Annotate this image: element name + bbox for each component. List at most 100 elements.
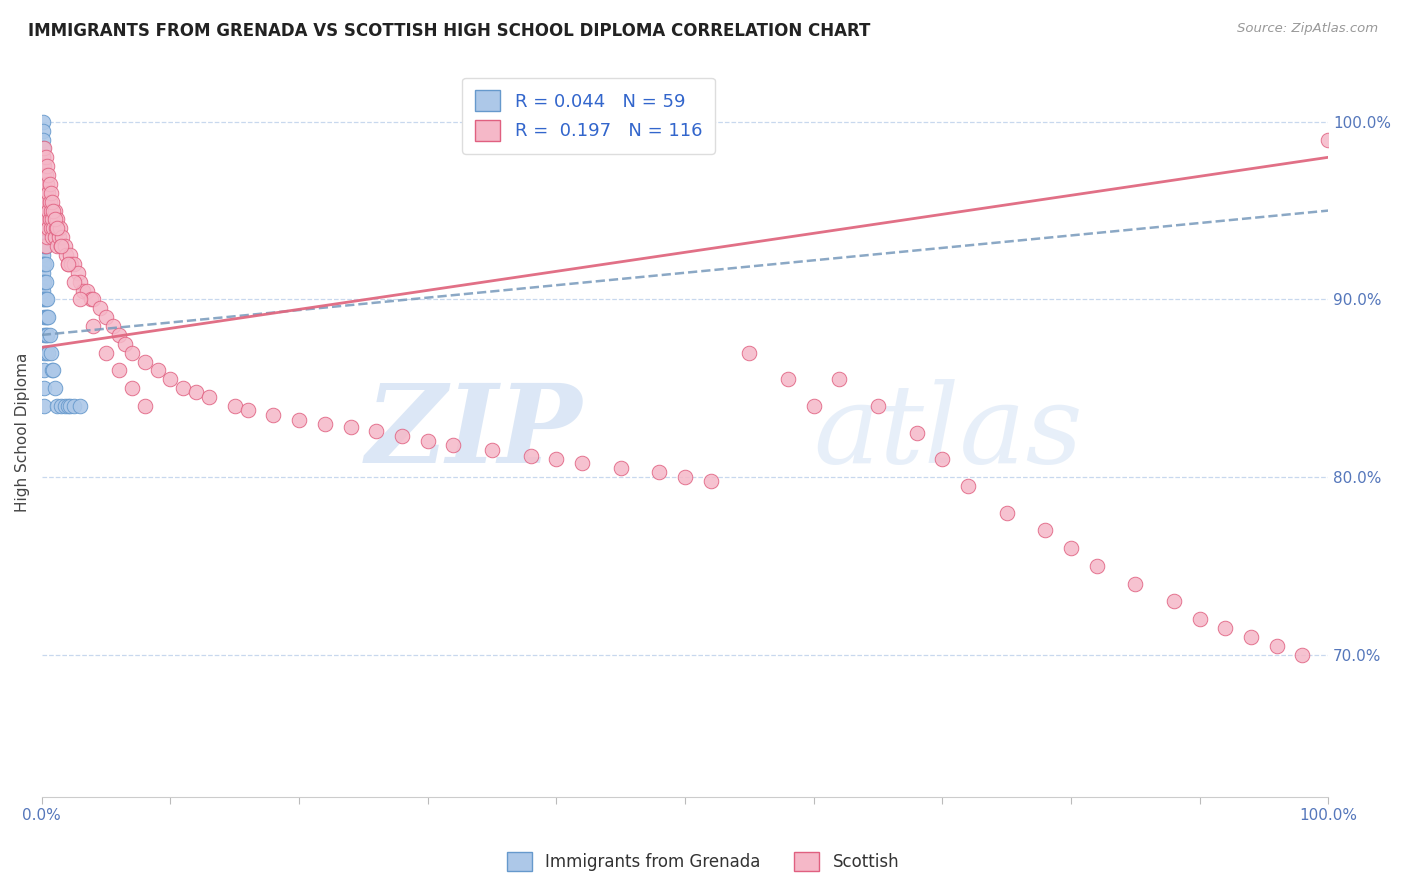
Point <box>738 345 761 359</box>
Point <box>1060 541 1083 555</box>
Point <box>49 239 72 253</box>
Point <box>55 248 77 262</box>
Point <box>53 399 76 413</box>
Point <box>56 257 79 271</box>
Point <box>34 177 56 191</box>
Point <box>41 212 63 227</box>
Text: atlas: atlas <box>814 379 1083 486</box>
Point <box>186 384 208 399</box>
Point <box>146 363 169 377</box>
Point <box>34 345 56 359</box>
Point <box>34 221 56 235</box>
Point <box>34 212 56 227</box>
Point <box>108 363 131 377</box>
Point <box>76 284 98 298</box>
Point <box>63 399 86 413</box>
Point <box>34 327 56 342</box>
Point <box>314 417 336 431</box>
Point <box>828 372 851 386</box>
Point <box>37 186 59 200</box>
Point <box>46 399 69 413</box>
Point <box>32 186 55 200</box>
Point <box>34 194 56 209</box>
Point <box>1213 621 1236 635</box>
Point <box>34 293 56 307</box>
Point <box>776 372 799 386</box>
Point <box>39 345 62 359</box>
Point <box>37 168 59 182</box>
Point <box>34 168 56 182</box>
Point <box>38 177 60 191</box>
Point <box>1085 558 1108 573</box>
Point <box>1188 612 1211 626</box>
Legend: Immigrants from Grenada, Scottish: Immigrants from Grenada, Scottish <box>499 843 907 880</box>
Point <box>108 327 131 342</box>
Point <box>44 381 66 395</box>
Point <box>42 203 65 218</box>
Point <box>39 186 62 200</box>
Point <box>63 257 86 271</box>
Point <box>46 221 69 235</box>
Point <box>34 399 56 413</box>
Point <box>34 275 56 289</box>
Point <box>44 230 66 244</box>
Point <box>519 449 541 463</box>
Point <box>34 221 56 235</box>
Point <box>441 438 464 452</box>
Point <box>159 372 181 386</box>
Point <box>59 248 82 262</box>
Point <box>32 159 55 173</box>
Point <box>35 212 58 227</box>
Point <box>37 310 59 325</box>
Point <box>339 420 361 434</box>
Point <box>32 124 55 138</box>
Point <box>32 230 55 244</box>
Point <box>32 212 55 227</box>
Text: ZIP: ZIP <box>366 379 582 486</box>
Point <box>35 327 58 342</box>
Point <box>49 221 72 235</box>
Point <box>34 141 56 155</box>
Point <box>34 257 56 271</box>
Point <box>114 336 136 351</box>
Point <box>35 310 58 325</box>
Point <box>366 424 388 438</box>
Point <box>35 194 58 209</box>
Point <box>42 221 65 235</box>
Point <box>1240 630 1263 644</box>
Point <box>1317 132 1340 146</box>
Point <box>56 257 79 271</box>
Point <box>51 230 73 244</box>
Point <box>803 399 825 413</box>
Point <box>94 310 117 325</box>
Point <box>49 239 72 253</box>
Point <box>69 399 91 413</box>
Point <box>32 150 55 164</box>
Point <box>34 186 56 200</box>
Point <box>673 470 696 484</box>
Point <box>34 239 56 253</box>
Point <box>35 293 58 307</box>
Point <box>32 293 55 307</box>
Point <box>37 345 59 359</box>
Point <box>481 443 503 458</box>
Point <box>32 177 55 191</box>
Point <box>32 194 55 209</box>
Point <box>32 257 55 271</box>
Point <box>32 266 55 280</box>
Point <box>198 390 221 404</box>
Point <box>69 293 91 307</box>
Point <box>34 345 56 359</box>
Point <box>34 150 56 164</box>
Point <box>1291 648 1313 662</box>
Point <box>69 275 91 289</box>
Point <box>995 506 1018 520</box>
Point <box>609 461 631 475</box>
Point <box>34 363 56 377</box>
Point <box>35 230 58 244</box>
Point <box>416 434 439 449</box>
Point <box>546 452 568 467</box>
Point <box>34 203 56 218</box>
Point <box>866 399 889 413</box>
Point <box>46 239 69 253</box>
